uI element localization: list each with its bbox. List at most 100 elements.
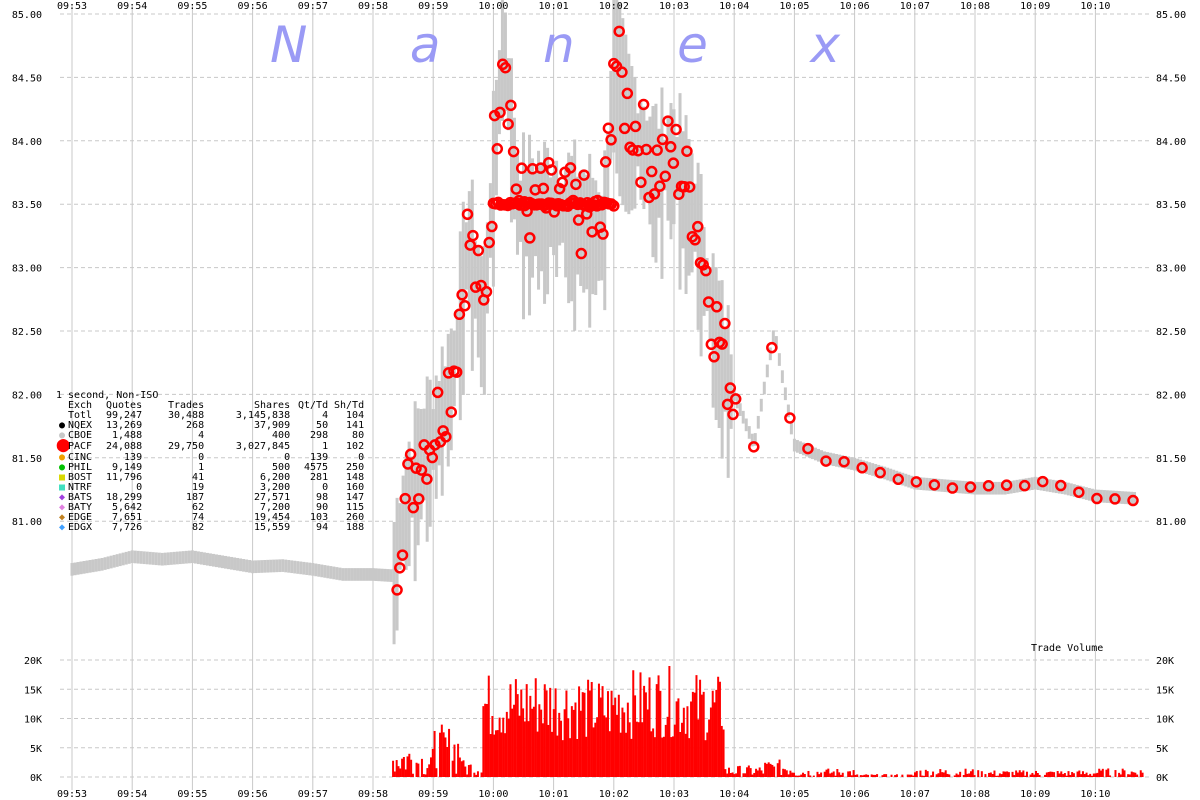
legend-marker-icon: ◆ [58, 512, 66, 524]
trade-point [459, 299, 471, 312]
trade-point [437, 425, 449, 437]
price-tick-right: 83.00 [1156, 264, 1186, 275]
legend-cell-sh-td: 102 [346, 440, 365, 452]
legend-cell-trades: 62 [192, 502, 205, 514]
legend-cell-trades: 30,488 [167, 410, 205, 422]
trade-point [708, 351, 720, 363]
trade-point [613, 25, 625, 38]
trade-point [608, 200, 620, 212]
time-tick-bottom: 10:09 [1020, 789, 1050, 800]
legend-cell-quotes: 11,796 [105, 471, 143, 483]
trade-point [483, 236, 495, 249]
trade-point [534, 162, 547, 174]
legend-cell-quotes: 13,269 [105, 420, 143, 432]
trade-point [838, 455, 850, 468]
legend-cell-trades: 41 [192, 471, 205, 483]
volume-tick-left: 20K [24, 656, 42, 667]
legend-cell-trades: 187 [186, 491, 205, 503]
trade-point [456, 289, 468, 301]
price-tick-left: 82.00 [12, 390, 42, 401]
legend-cell-shares: 7,200 [259, 502, 291, 514]
trade-point [413, 493, 425, 505]
price-tick-left: 83.50 [12, 200, 42, 211]
legend-cell-shares: 3,027,845 [235, 440, 291, 452]
trade-point [716, 338, 728, 350]
legend-cell-sh-td: 104 [346, 410, 365, 422]
legend-marker-icon: ● [58, 451, 66, 463]
price-tick-right: 82.00 [1156, 390, 1186, 401]
volume-tick-left: 0K [30, 773, 42, 784]
trade-point [820, 455, 832, 467]
trade-point [575, 247, 588, 260]
time-tick-bottom: 10:08 [960, 789, 990, 800]
price-tick-right: 84.00 [1156, 137, 1186, 148]
trade-point [472, 244, 485, 257]
trade-point [570, 178, 582, 191]
time-tick-bottom: 10:02 [599, 789, 629, 800]
time-tick-bottom: 10:00 [478, 789, 508, 800]
time-tick-top: 10:01 [539, 1, 569, 12]
legend-cell-quotes: 1,488 [111, 430, 143, 442]
legend-header-qt-td: Qt/Td [297, 400, 329, 412]
price-tick-left: 82.50 [12, 327, 42, 338]
trade-point [724, 382, 737, 394]
trade-point [648, 188, 661, 200]
legend-cell-quotes: 9,149 [111, 461, 143, 473]
legend-cell-sh-td: 147 [346, 491, 365, 503]
trade-point [928, 479, 941, 491]
legend-cell-qt-td: 4575 [304, 461, 329, 473]
price-tick-right: 82.50 [1156, 327, 1186, 338]
legend-cell-sh-td: 250 [346, 461, 365, 473]
legend-cell-shares: 500 [272, 461, 291, 473]
trade-point [491, 143, 504, 155]
trade-point [507, 145, 520, 158]
price-axis-right: 81.00 81.50 82.00 82.50 83.00 83.50 84.00 84.50… [1156, 10, 1186, 528]
legend-cell-sh-td: 115 [346, 502, 365, 514]
trade-point [399, 492, 411, 505]
volume-tick-right: 0K [1156, 773, 1168, 784]
time-tick-bottom: 10:01 [539, 789, 569, 800]
trade-point [502, 118, 514, 130]
trade-point [910, 476, 923, 488]
trade-point [407, 501, 420, 514]
trade-point [1073, 486, 1085, 498]
legend-cell-shares: 0 [284, 451, 291, 463]
legend-cell-qt-td: 4 [322, 410, 329, 422]
trade-point [727, 408, 739, 421]
trade-point [494, 106, 506, 119]
time-tick-top: 09:58 [358, 1, 388, 12]
legend-row: ◆ EDGX 7,726 82 15,559 94 188 [56, 523, 364, 533]
trade-point [545, 164, 558, 176]
legend-cell-trades: 0 [198, 451, 205, 463]
legend-cell-qt-td: 90 [316, 502, 329, 514]
trade-point [461, 208, 474, 221]
trade-point [564, 162, 577, 174]
trade-point [645, 165, 658, 178]
trade-point [662, 115, 674, 127]
trade-point [599, 156, 612, 168]
legend-cell-exch: ◆ EDGE [56, 513, 92, 523]
time-tick-bottom: 10:05 [779, 789, 809, 800]
legend-header-row: Exch Quotes Trades Shares Qt/Td Sh/Td [56, 400, 364, 412]
time-tick-top: 10:05 [779, 1, 809, 12]
trade-point [637, 98, 650, 111]
price-tick-right: 83.50 [1156, 200, 1186, 211]
legend-cell-qt-td: 98 [316, 491, 329, 503]
trade-point [729, 393, 742, 405]
legend-cell-sh-td: 160 [346, 481, 365, 493]
legend-cell-qt-td: 298 [310, 430, 329, 442]
volume-tick-right: 5K [1156, 744, 1168, 755]
legend-cell-shares: 19,454 [253, 512, 291, 524]
legend-cell-exch: ● NQEX [56, 421, 92, 431]
legend-row: Totl 99,247 30,488 3,145,838 4 104 [56, 411, 364, 421]
price-tick-left: 83.00 [12, 264, 42, 275]
legend-marker-icon: ⬤ [56, 438, 71, 454]
legend-row: ■ BOST 11,796 41 6,200 281 148 [56, 471, 365, 483]
trade-point [640, 143, 653, 156]
trade-point [964, 481, 977, 493]
time-tick-top: 10:06 [840, 1, 870, 12]
trade-point [597, 228, 609, 240]
trade-point [537, 182, 550, 195]
legend-cell-sh-td: 148 [346, 471, 365, 483]
trade-point [629, 120, 642, 133]
